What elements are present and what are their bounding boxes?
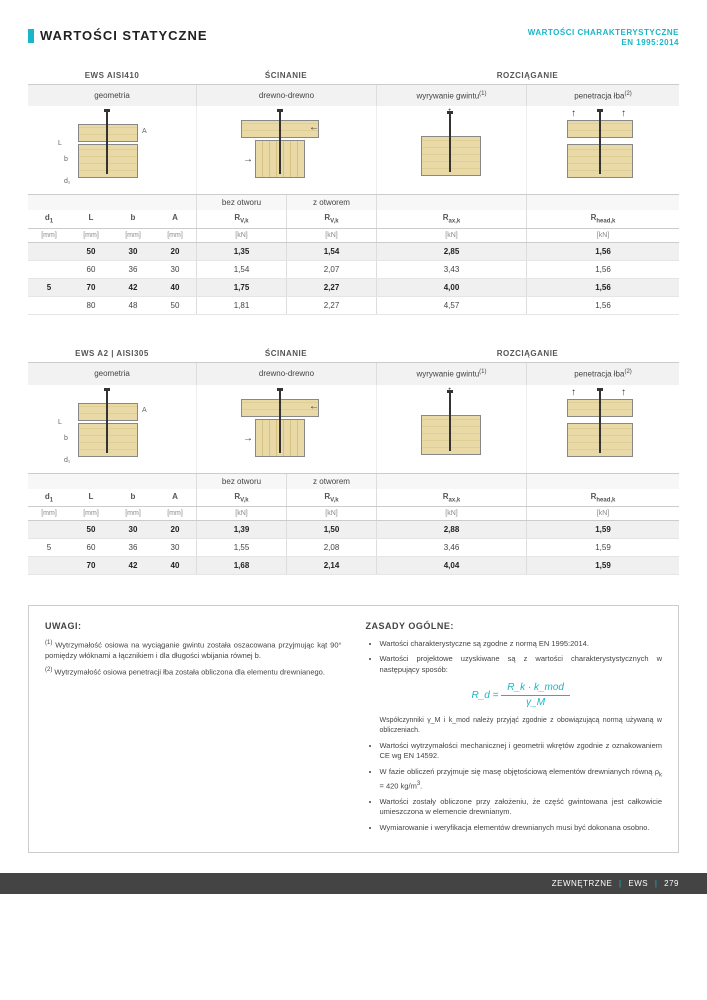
col-rvk2: RV,k bbox=[286, 489, 376, 507]
page-title: WARTOŚCI STATYCZNE bbox=[40, 28, 208, 43]
drewno-label: drewno-drewno bbox=[196, 85, 376, 107]
shear-header: ŚCINANIE bbox=[196, 67, 376, 84]
zasady-title: ZASADY OGÓLNE: bbox=[366, 620, 663, 633]
table-row: 50 30 20 1,35 1,54 2,85 1,56 bbox=[28, 243, 679, 261]
page-header: WARTOŚCI STATYCZNE WARTOŚCI CHARAKTERYST… bbox=[28, 28, 679, 49]
diagram-geom: L b d₁ A bbox=[28, 385, 196, 473]
notes-box: UWAGI: (1) Wytrzymałość osiowa na wyciąg… bbox=[28, 605, 679, 853]
tension-header: ROZCIĄGANIE bbox=[376, 345, 679, 362]
diagram-drewno: ← → bbox=[196, 106, 376, 194]
col-b: b bbox=[112, 489, 154, 507]
col-rvk1: RV,k bbox=[196, 210, 286, 228]
col-raxk: Rax,k bbox=[376, 489, 526, 507]
zasady-item: Wartości projektowe uzyskiwane są z wart… bbox=[380, 654, 663, 736]
table-row: 5 60 36 30 1,55 2,08 3,46 1,59 bbox=[28, 539, 679, 557]
diagram-wyr: ↑ bbox=[376, 106, 526, 194]
product-name: EWS AISI410 bbox=[28, 67, 196, 84]
diagram-pen: ↑ ↑ bbox=[526, 385, 679, 473]
uwagi-item: (1) Wytrzymałość osiowa na wyciąganie gw… bbox=[45, 639, 342, 662]
pen-label: penetracja łba(2) bbox=[526, 85, 679, 107]
zasady-item: Wartości charakterystyczne są zgodne z n… bbox=[380, 639, 663, 650]
table-row: 60 36 30 1,54 2,07 3,43 1,56 bbox=[28, 261, 679, 279]
col-rvk2: RV,k bbox=[286, 210, 376, 228]
col-A: A bbox=[154, 210, 196, 228]
diagram-pen: ↑ ↑ bbox=[526, 106, 679, 194]
table-row: 80 48 50 1,81 2,27 4,57 1,56 bbox=[28, 297, 679, 315]
col-L: L bbox=[70, 489, 112, 507]
col-raxk: Rax,k bbox=[376, 210, 526, 228]
bez-otworu-header: bez otworu bbox=[196, 474, 286, 489]
table-section: EWS AISI410 ŚCINANIE ROZCIĄGANIE geometr… bbox=[28, 67, 679, 315]
wyr-label: wyrywanie gwintu(1) bbox=[376, 85, 526, 107]
bez-otworu-header: bez otworu bbox=[196, 195, 286, 210]
diagram-wyr: ↑ bbox=[376, 385, 526, 473]
shear-header: ŚCINANIE bbox=[196, 345, 376, 362]
table-row: 5 70 42 40 1,75 2,27 4,00 1,56 bbox=[28, 279, 679, 297]
accent-bar bbox=[28, 29, 34, 43]
geom-label: geometria bbox=[28, 363, 196, 385]
wyr-label: wyrywanie gwintu(1) bbox=[376, 363, 526, 385]
col-rheadk: Rhead,k bbox=[526, 489, 679, 507]
col-b: b bbox=[112, 210, 154, 228]
col-rheadk: Rhead,k bbox=[526, 210, 679, 228]
formula: R_d = R_k · k_modγ_M bbox=[380, 681, 663, 710]
page-subtitle: WARTOŚCI CHARAKTERYSTYCZNE EN 1995:2014 bbox=[528, 28, 679, 49]
table-section: EWS A2 | AISI305 ŚCINANIE ROZCIĄGANIE ge… bbox=[28, 345, 679, 575]
col-rvk1: RV,k bbox=[196, 489, 286, 507]
page-footer: ZEWNĘTRZNE | EWS | 279 bbox=[0, 873, 707, 894]
zasady-item: W fazie obliczeń przyjmuje się masę obję… bbox=[380, 767, 663, 792]
tension-header: ROZCIĄGANIE bbox=[376, 67, 679, 84]
col-L: L bbox=[70, 210, 112, 228]
uwagi-title: UWAGI: bbox=[45, 620, 342, 633]
diagram-geom: L b d₁ A bbox=[28, 106, 196, 194]
uwagi-item: (2) Wytrzymałość osiowa penetracji łba z… bbox=[45, 666, 342, 678]
diagram-drewno: ← → bbox=[196, 385, 376, 473]
col-A: A bbox=[154, 489, 196, 507]
drewno-label: drewno-drewno bbox=[196, 363, 376, 385]
product-name: EWS A2 | AISI305 bbox=[28, 345, 196, 362]
col-d1: d1 bbox=[28, 489, 70, 507]
zasady-item: Wartości zostały obliczone przy założeni… bbox=[380, 797, 663, 818]
table-row: 70 42 40 1,68 2,14 4,04 1,59 bbox=[28, 557, 679, 575]
zasady-item: Wartości wytrzymałości mechanicznej i ge… bbox=[380, 741, 663, 762]
z-otworem-header: z otworem bbox=[286, 195, 376, 210]
pen-label: penetracja łba(2) bbox=[526, 363, 679, 385]
z-otworem-header: z otworem bbox=[286, 474, 376, 489]
geom-label: geometria bbox=[28, 85, 196, 107]
col-d1: d1 bbox=[28, 210, 70, 228]
table-row: 50 30 20 1,39 1,50 2,88 1,59 bbox=[28, 521, 679, 539]
zasady-item: Wymiarowanie i weryfikacja elementów dre… bbox=[380, 823, 663, 834]
